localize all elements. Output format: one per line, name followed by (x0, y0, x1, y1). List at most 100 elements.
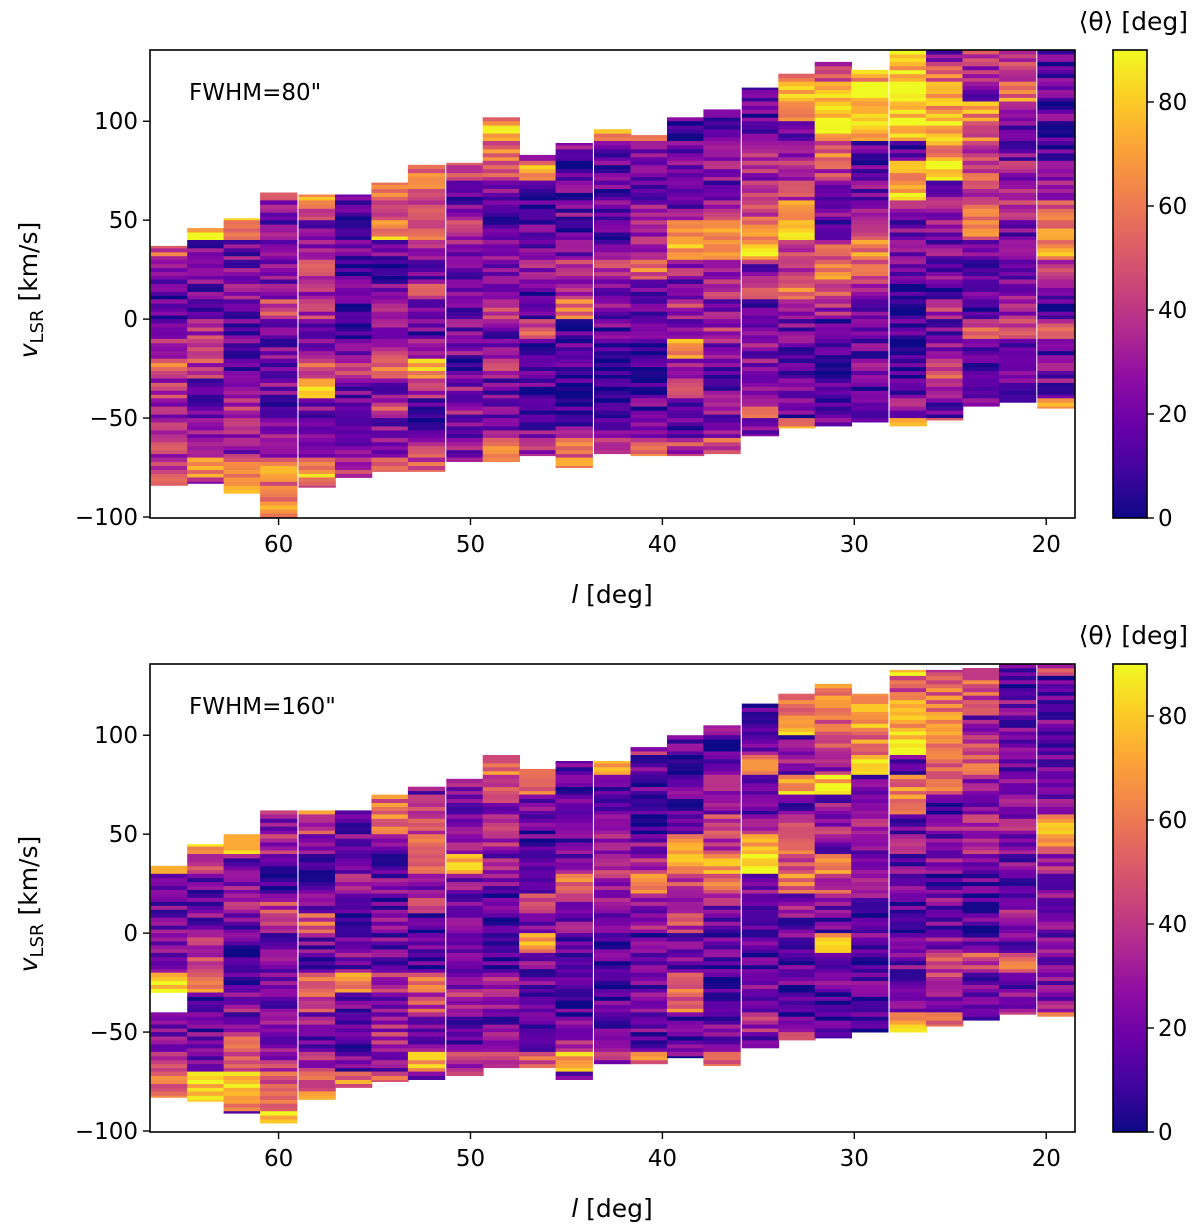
heatmap-cell (519, 200, 557, 205)
heatmap-cell (594, 331, 632, 336)
heatmap-cell (926, 739, 964, 744)
heatmap-cell (555, 143, 593, 146)
heatmap-cell (630, 770, 668, 776)
heatmap-cell (335, 382, 373, 387)
heatmap-cell (335, 1000, 373, 1005)
heatmap-cell (999, 283, 1037, 288)
heatmap-cell (814, 881, 852, 887)
heatmap-cell (150, 988, 188, 993)
heatmap-cell (187, 952, 225, 958)
heatmap-cell (298, 1087, 336, 1092)
heatmap-cell (630, 992, 668, 997)
heatmap-cell (555, 1071, 593, 1076)
heatmap-cell (889, 374, 927, 379)
heatmap-cell (926, 719, 964, 724)
heatmap-cell (1037, 156, 1075, 162)
heatmap-cell (741, 945, 780, 950)
heatmap-cell (741, 735, 780, 740)
heatmap-cell (999, 338, 1037, 344)
heatmap-cell (150, 433, 188, 439)
heatmap-cell (814, 247, 852, 253)
heatmap-cell (371, 1071, 409, 1076)
heatmap-cell (482, 802, 520, 807)
heatmap-cell (778, 960, 816, 966)
heatmap-cell (555, 192, 593, 197)
heatmap-cell (446, 224, 484, 229)
heatmap-cell (298, 976, 336, 982)
heatmap-cell (778, 137, 816, 142)
heatmap-cell (187, 1063, 225, 1069)
heatmap-cell (594, 917, 632, 922)
heatmap-cell (594, 204, 632, 209)
heatmap-cell (703, 160, 741, 166)
heatmap-cell (594, 937, 632, 942)
heatmap-cell (150, 362, 188, 368)
heatmap-cell (446, 398, 484, 403)
heatmap-cell (150, 465, 188, 470)
heatmap-cell (926, 755, 964, 760)
colorbar-tick-label: 20 (1158, 402, 1187, 428)
heatmap-cell (926, 105, 964, 110)
heatmap-cell (814, 243, 852, 249)
heatmap-cell (446, 433, 484, 439)
heatmap-cell (335, 881, 373, 887)
heatmap-cell (999, 877, 1037, 883)
heatmap-cell (519, 909, 557, 914)
heatmap-cell (667, 255, 705, 261)
heatmap-cell (482, 877, 520, 883)
heatmap-cell (298, 414, 336, 419)
heatmap-cell (260, 968, 298, 974)
heatmap-cell (150, 949, 188, 954)
heatmap-cell (667, 362, 705, 368)
heatmap-cell (851, 172, 889, 178)
heatmap-cell (594, 992, 632, 997)
heatmap-cell (962, 719, 1000, 724)
heatmap-cell (519, 335, 557, 340)
heatmap-cell (778, 917, 816, 922)
heatmap-cell (371, 426, 409, 431)
heatmap-cell (962, 1008, 1000, 1013)
heatmap-cell (150, 905, 188, 910)
heatmap-cell (741, 881, 780, 887)
heatmap-cell (814, 766, 852, 772)
heatmap-cell (150, 437, 188, 443)
heatmap-cell (814, 972, 852, 978)
heatmap-cell (260, 232, 298, 237)
heatmap-cell (703, 945, 741, 950)
heatmap-cell (594, 319, 632, 324)
heatmap-cell (519, 826, 557, 831)
heatmap-cell (1037, 782, 1075, 788)
heatmap-cell (630, 988, 668, 993)
heatmap-cell (962, 350, 1000, 356)
heatmap-cell (260, 933, 298, 938)
heatmap-cell (150, 901, 188, 906)
heatmap-cell (371, 869, 409, 875)
heatmap-cell (260, 335, 298, 340)
heatmap-cell (667, 354, 705, 360)
heatmap-cell (482, 1000, 520, 1005)
heatmap-cell (260, 1020, 298, 1025)
heatmap-cell (519, 782, 557, 788)
heatmap-cell (999, 172, 1037, 178)
heatmap-cell (889, 798, 927, 803)
heatmap-cell (814, 263, 852, 269)
heatmap-cell (298, 854, 336, 859)
heatmap-cell (889, 679, 927, 685)
heatmap-cell (926, 271, 964, 276)
heatmap-cell (999, 770, 1037, 776)
heatmap-cell (926, 61, 964, 67)
heatmap-cell (298, 279, 336, 284)
heatmap-cell (778, 255, 816, 261)
heatmap-cell (407, 184, 446, 189)
heatmap-cell (703, 913, 741, 918)
heatmap-cell (446, 418, 484, 423)
heatmap-cell (962, 129, 1000, 134)
heatmap-cell (446, 188, 484, 193)
heatmap-cell (519, 949, 557, 954)
heatmap-cell (630, 885, 668, 890)
heatmap-cell (594, 350, 632, 356)
heatmap-cell (962, 838, 1000, 843)
heatmap-cell (187, 873, 225, 879)
heatmap-cell (150, 1043, 188, 1049)
heatmap-cell (630, 1043, 668, 1049)
